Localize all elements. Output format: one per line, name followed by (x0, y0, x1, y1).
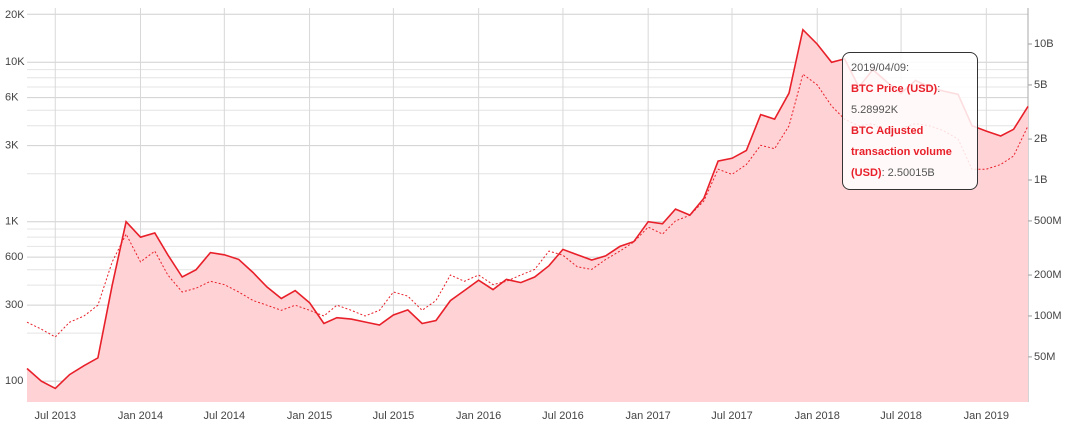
y-tick-label: 100 (5, 375, 23, 387)
x-tick-label: Jul 2014 (204, 410, 246, 422)
x-tick-label: Jan 2018 (795, 410, 840, 422)
x-tick-label: Jul 2015 (373, 410, 415, 422)
tooltip-value: : 2.50015B (881, 167, 935, 179)
tooltip-date: 2019/04/09: (851, 62, 910, 74)
y-tick-label: 20K (5, 9, 25, 21)
x-tick-label: Jul 2018 (880, 410, 922, 422)
x-tick-label: Jul 2013 (34, 410, 76, 422)
x-tick-label: Jan 2016 (456, 410, 501, 422)
y-tick-label: 3K (5, 140, 19, 152)
y-tick-label: 600 (5, 251, 23, 263)
x-tick-label: Jul 2016 (542, 410, 584, 422)
y-tick-label: 300 (5, 299, 23, 311)
y2-tick-label: 5B (1034, 79, 1047, 91)
y2-tick-label: 50M (1034, 351, 1055, 363)
x-tick-label: Jul 2017 (711, 410, 753, 422)
y2-tick-label: 1B (1034, 174, 1047, 186)
tooltip-series-name: BTC Adjusted transaction volume (USD) (851, 125, 952, 179)
y2-tick-label: 200M (1034, 269, 1062, 281)
y2-tick-label: 2B (1034, 133, 1047, 145)
x-tick-label: Jan 2014 (118, 410, 163, 422)
tooltip-value: : 5.28992K (851, 83, 941, 116)
tooltip-item: BTC Adjusted transaction volume (USD): 2… (851, 121, 969, 184)
tooltip-items: BTC Price (USD): 5.28992K BTC Adjusted tr… (851, 79, 969, 184)
tooltip-series-name: BTC Price (USD) (851, 83, 938, 95)
y-tick-label: 6K (5, 92, 19, 104)
x-tick-label: Jan 2019 (964, 410, 1009, 422)
y2-tick-label: 100M (1034, 310, 1062, 322)
y2-tick-label: 10B (1034, 38, 1054, 50)
tooltip-item: BTC Price (USD): 5.28992K (851, 79, 969, 121)
y-tick-label: 1K (5, 216, 19, 228)
tooltip: 2019/04/09: BTC Price (USD): 5.28992K BTC… (842, 52, 978, 190)
volume-line (26, 73, 1029, 338)
x-tick-label: Jan 2015 (287, 410, 332, 422)
y-tick-label: 10K (5, 56, 25, 68)
x-tick-label: Jan 2017 (626, 410, 671, 422)
y2-tick-label: 500M (1034, 215, 1062, 227)
